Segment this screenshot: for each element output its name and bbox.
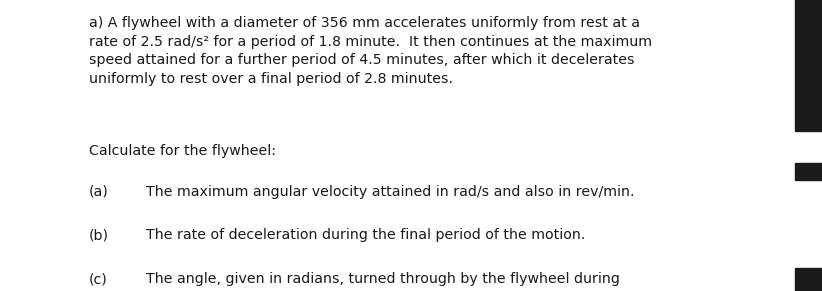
Text: (b): (b): [89, 228, 109, 242]
Bar: [795, 163, 822, 180]
Text: a) A flywheel with a diameter of 356 mm accelerates uniformly from rest at a
rat: a) A flywheel with a diameter of 356 mm …: [89, 16, 652, 86]
Text: The rate of deceleration during the final period of the motion.: The rate of deceleration during the fina…: [146, 228, 586, 242]
Text: (a): (a): [89, 185, 109, 199]
Text: (c): (c): [89, 272, 108, 286]
Text: Calculate for the flywheel:: Calculate for the flywheel:: [89, 144, 275, 158]
Text: The maximum angular velocity attained in rad/s and also in rev/min.: The maximum angular velocity attained in…: [146, 185, 635, 199]
Text: The angle, given in radians, turned through by the flywheel during
its period of: The angle, given in radians, turned thro…: [146, 272, 620, 291]
Bar: [795, 268, 822, 291]
Bar: [795, 0, 822, 131]
